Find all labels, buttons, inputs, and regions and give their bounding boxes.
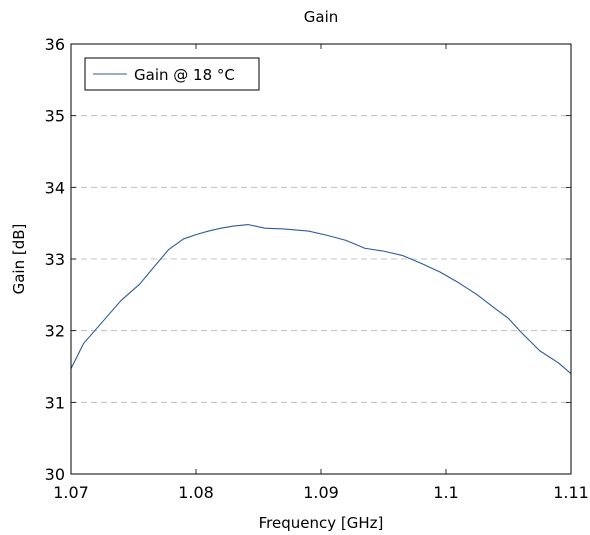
x-axis-title: Frequency [GHz]	[259, 514, 384, 532]
x-tick-label: 1.09	[303, 483, 339, 502]
y-tick-label: 36	[45, 35, 65, 54]
series-layer	[70, 224, 572, 375]
tick-layer: 30 31 32 33 34 35 36 1.07 1.08 1.09 1.1 1.11	[45, 35, 589, 502]
y-axis-title: Gain [dB]	[10, 224, 28, 295]
chart-title: Gain	[304, 8, 339, 26]
y-tick-label: 32	[45, 322, 65, 341]
grid-lines	[71, 115, 571, 403]
x-tick-label: 1.11	[553, 483, 589, 502]
legend: Gain @ 18 °C	[84, 57, 260, 91]
y-tick-label: 30	[45, 465, 65, 484]
x-tick-label: 1.1	[433, 483, 458, 502]
y-tick-label: 34	[45, 178, 65, 197]
x-tick-label: 1.08	[178, 483, 214, 502]
y-tick-label: 33	[45, 250, 65, 269]
y-tick-label: 31	[45, 393, 65, 412]
y-tick-label: 35	[45, 107, 65, 126]
legend-label: Gain @ 18 °C	[134, 66, 235, 84]
series-line	[70, 224, 572, 375]
x-tick-label: 1.07	[53, 483, 89, 502]
